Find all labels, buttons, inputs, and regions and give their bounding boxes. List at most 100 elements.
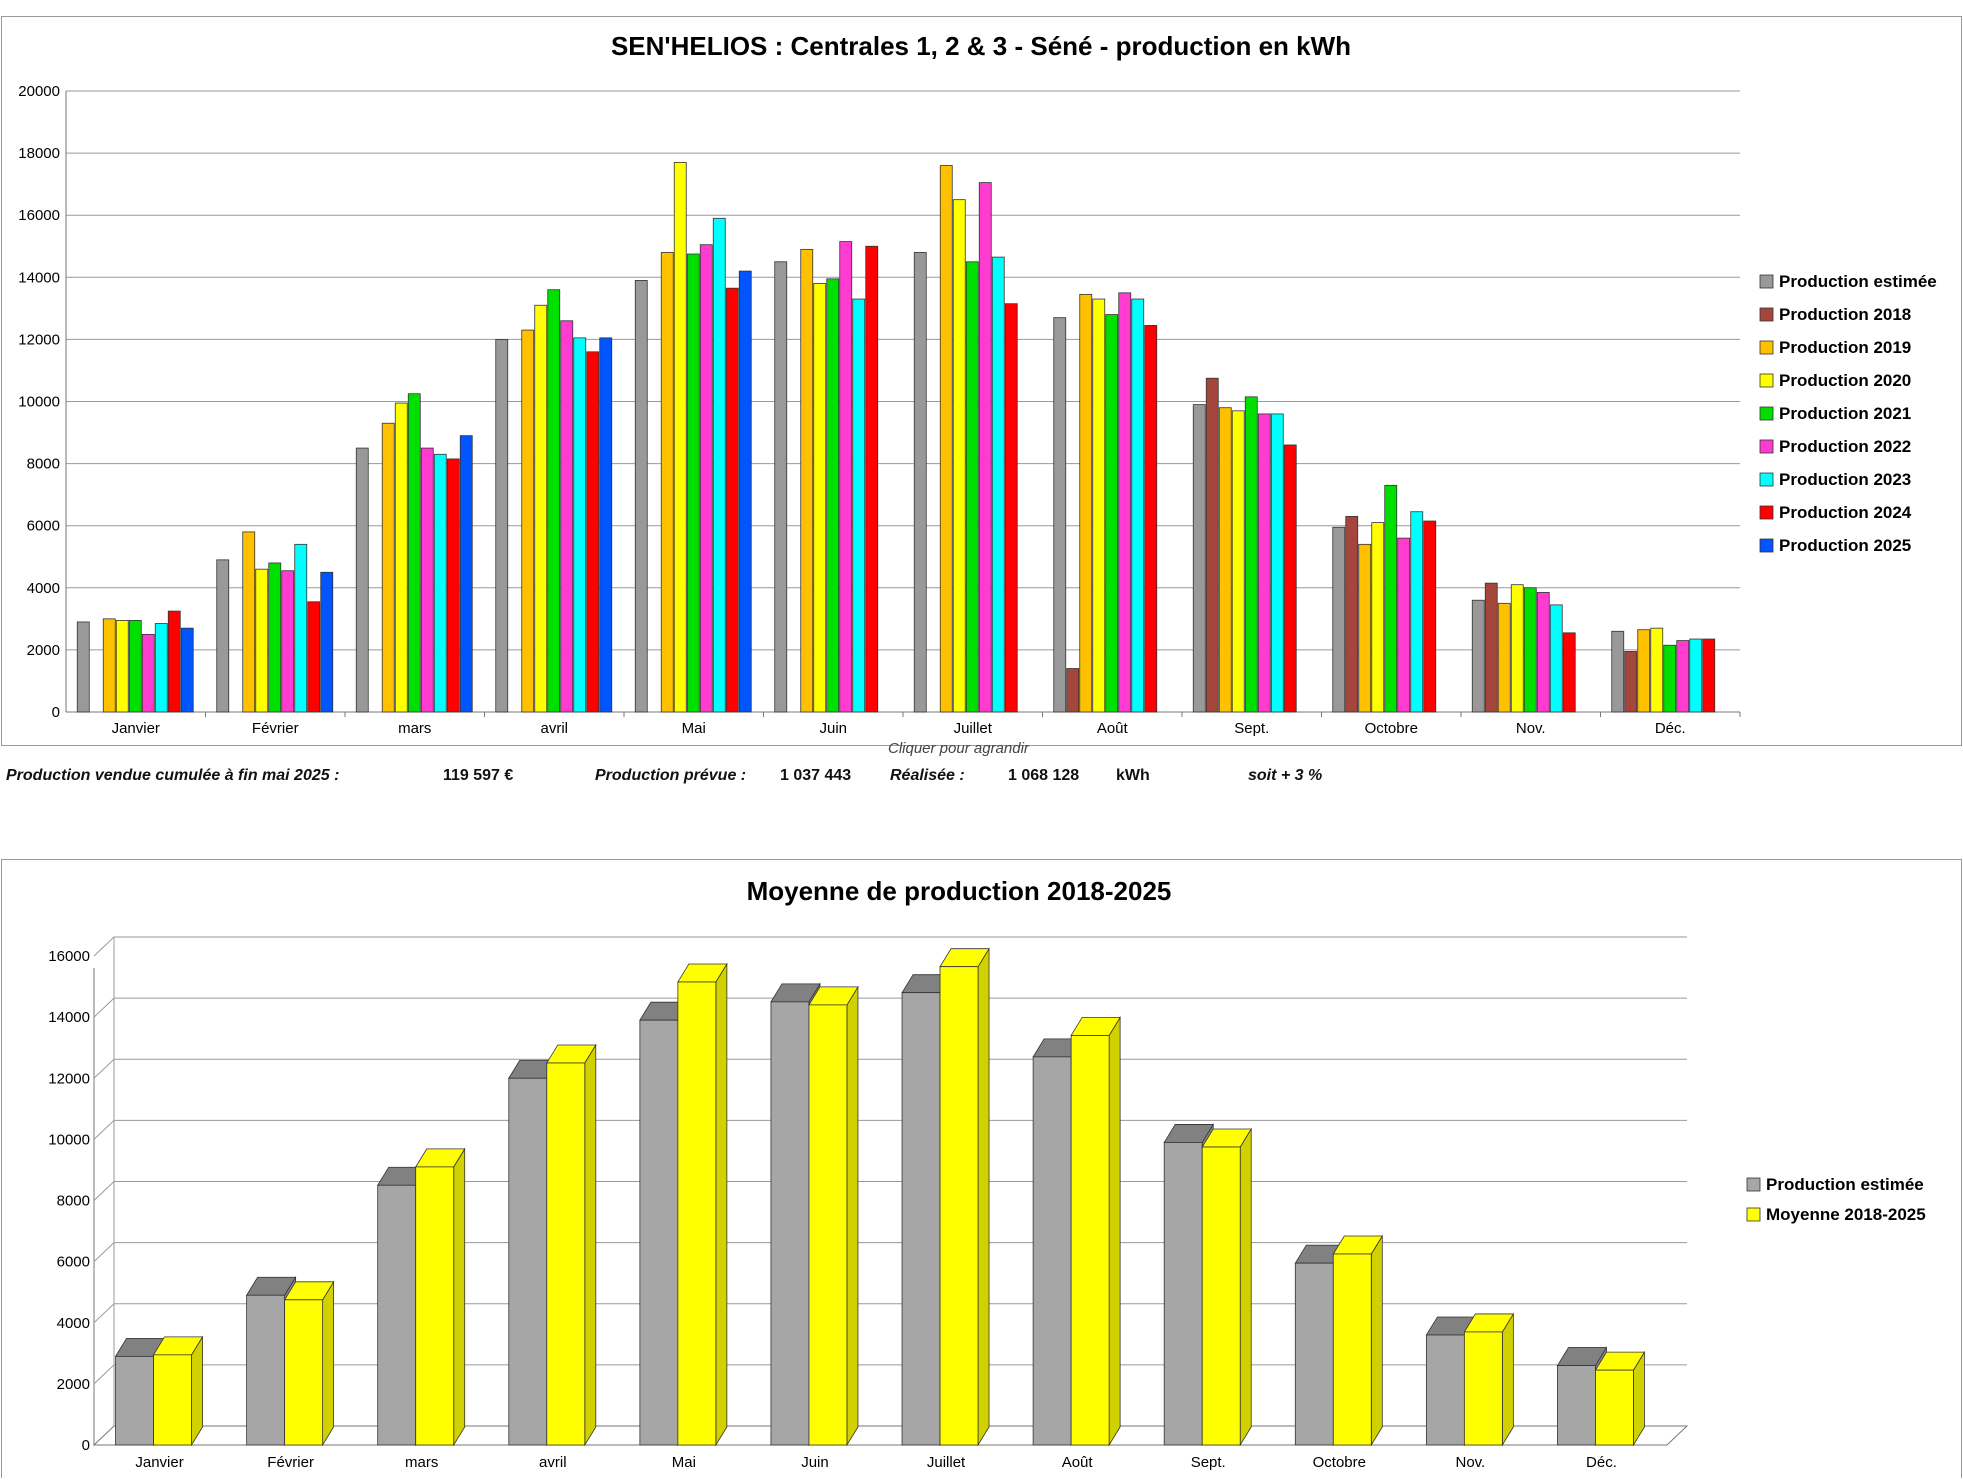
bar — [634, 280, 648, 713]
prevue-value: 1 037 443 — [780, 767, 852, 784]
bar — [1371, 522, 1385, 713]
x-tick-label: Nov. — [1516, 720, 1546, 737]
bar — [1283, 444, 1297, 713]
average-chart-panel[interactable]: Moyenne de production 2018-2025 0 2000 4000… — [1, 859, 1962, 1478]
bar — [115, 620, 129, 713]
legend-swatch — [1746, 1177, 1761, 1192]
bar-side — [1501, 1312, 1514, 1447]
monthly-production-chart: SEN'HELIOS : Centrales 1, 2 & 3 - Séné -… — [18, 31, 1936, 737]
x-tick-label: Nov. — [1456, 1454, 1486, 1471]
legend-label: Production 2024 — [1779, 503, 1912, 522]
x-tick-label: Juin — [819, 720, 847, 737]
bar — [865, 245, 879, 713]
bar — [1650, 627, 1664, 713]
legend-swatch — [1759, 538, 1774, 553]
gridline — [93, 997, 1687, 1018]
x-tick-label: Janvier — [112, 720, 160, 737]
bar — [1053, 317, 1067, 713]
bar — [939, 947, 990, 1447]
bar-side — [1239, 1127, 1252, 1447]
legend-label: Production 2022 — [1779, 437, 1911, 456]
bar — [712, 217, 726, 713]
gridline — [93, 1364, 1687, 1385]
bar — [320, 571, 334, 713]
x-tick-label: Mai — [672, 1454, 696, 1471]
bar — [433, 453, 447, 713]
bar-front — [1425, 1334, 1465, 1446]
bar-side — [453, 1147, 466, 1447]
bar — [381, 422, 395, 713]
y-tick-label: 12000 — [48, 1070, 90, 1087]
bar-front — [901, 992, 941, 1446]
gridline — [93, 936, 1687, 957]
bar-front — [808, 1004, 848, 1446]
legend-label: Moyenne 2018-2025 — [1766, 1205, 1926, 1224]
x-tick-label: Juillet — [927, 1454, 966, 1471]
bar-front — [1332, 1253, 1372, 1446]
y-tick-label: 0 — [82, 1437, 90, 1454]
legend-swatch — [1759, 439, 1774, 454]
x-tick-label: Août — [1097, 720, 1129, 737]
bar — [128, 620, 142, 713]
bar — [774, 261, 788, 713]
gridline — [93, 1303, 1687, 1324]
bar — [913, 252, 927, 713]
y-tick-label: 14000 — [48, 1009, 90, 1026]
bar — [673, 162, 687, 713]
bar — [1463, 1312, 1515, 1447]
bar — [1231, 410, 1245, 713]
bar — [1201, 1127, 1252, 1447]
bar-front — [115, 1355, 154, 1446]
x-tick-label: Octobre — [1365, 720, 1418, 737]
x-tick-label: mars — [398, 720, 431, 737]
bar — [1384, 484, 1398, 713]
y-tick-label: 6000 — [27, 518, 60, 535]
bar — [599, 337, 613, 713]
bar — [459, 435, 473, 713]
bar — [1484, 582, 1498, 713]
bar-front — [377, 1184, 417, 1446]
bar — [1689, 638, 1703, 713]
bar — [1397, 537, 1411, 713]
legend-label: Production 2021 — [1779, 404, 1911, 423]
bar-side — [1108, 1016, 1121, 1447]
bar — [1244, 396, 1258, 713]
bar-front — [508, 1077, 548, 1446]
average-production-chart: Moyenne de production 2018-2025 0 2000 4000… — [48, 876, 1926, 1471]
legend-label: Production 2023 — [1779, 470, 1911, 489]
delta-label: soit + 3 % — [1248, 767, 1323, 784]
legend-swatch — [1759, 472, 1774, 487]
x-tick-label: Déc. — [1655, 720, 1686, 737]
bar-front — [939, 966, 979, 1446]
bar-side — [846, 985, 859, 1447]
bar-front — [1557, 1365, 1596, 1446]
gridline — [93, 1119, 1687, 1140]
bar — [1270, 413, 1284, 713]
bar — [1523, 587, 1537, 713]
x-tick-label: avril — [539, 1454, 567, 1471]
bar — [1066, 668, 1080, 713]
bar — [939, 165, 953, 713]
bar — [216, 559, 230, 713]
bar — [154, 623, 168, 713]
bar — [1358, 543, 1372, 713]
bar — [1144, 325, 1158, 713]
realisee-value: 1 068 128 — [1008, 767, 1080, 784]
bar — [1624, 651, 1638, 713]
unit-label: kWh — [1116, 767, 1150, 784]
bar — [521, 329, 535, 713]
cumul-label: Production vendue cumulée à fin mai 2025… — [6, 767, 340, 784]
x-tick-label: Mai — [682, 720, 706, 737]
enlarge-hint[interactable]: Cliquer pour agrandir — [888, 740, 1029, 757]
bar — [725, 287, 739, 713]
legend-label: Production estimée — [1766, 1175, 1924, 1194]
chart-title: SEN'HELIOS : Centrales 1, 2 & 3 - Séné -… — [611, 31, 1351, 61]
legend-swatch — [1759, 340, 1774, 355]
bar — [167, 610, 181, 713]
bar — [294, 543, 308, 713]
bar — [808, 985, 859, 1447]
production-chart-panel[interactable]: SEN'HELIOS : Centrales 1, 2 & 3 - Séné -… — [1, 16, 1962, 746]
bar — [281, 570, 295, 713]
bar — [307, 601, 321, 713]
legend-label: Production 2019 — [1779, 338, 1911, 357]
